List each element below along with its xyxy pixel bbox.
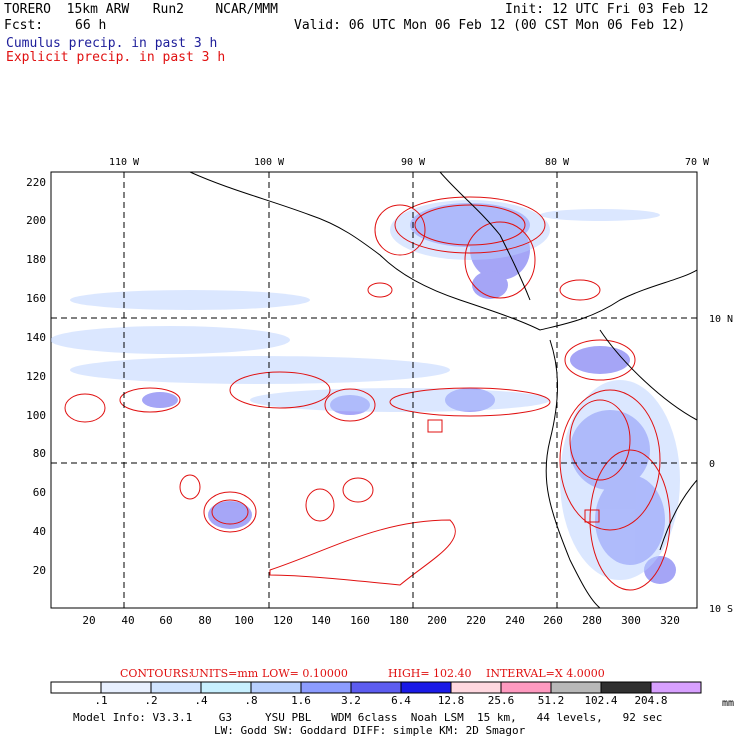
colorbar-tick-label: .4 [194, 694, 208, 707]
model-info-line: Model Info: V3.3.1 G3 YSU PBL WDM 6class… [73, 711, 663, 724]
latlon-grid [51, 172, 697, 608]
lat-label: 10 N [709, 314, 733, 325]
explicit-legend-label: Explicit precip. in past 3 h [6, 50, 226, 65]
contours-units: UNITS=mm [190, 667, 259, 680]
colorbar-tick-label: 1.6 [291, 694, 311, 707]
model-physics-line: LW: Godd SW: Goddard DIFF: simple KM: 2D… [214, 724, 526, 737]
model-title: TORERO 15km ARW Run2 NCAR/MMM [4, 2, 278, 17]
colorbar [50, 681, 702, 694]
contours-low: LOW= 0.10000 [262, 667, 348, 680]
contours-label: CONTOURS: [120, 667, 192, 680]
colorbar-tick-label: 51.2 [537, 694, 565, 707]
right-latitude-labels: 10 N 0 10 S [709, 314, 733, 615]
top-longitude-labels: 110 W 100 W 90 W 80 W 70 W [109, 157, 710, 168]
lon-label: 100 W [254, 157, 285, 168]
x-tick: 140 [311, 614, 331, 627]
colorbar-swatch [300, 681, 352, 694]
x-tick: 80 [198, 614, 211, 627]
y-tick: 100 [26, 409, 46, 422]
colorbar-swatch [200, 681, 252, 694]
y-tick: 180 [26, 253, 46, 266]
forecast-hour: 66 h [75, 18, 107, 33]
y-tick: 120 [26, 370, 46, 383]
x-tick: 100 [234, 614, 254, 627]
colorbar-swatch [600, 681, 652, 694]
coastlines [189, 172, 697, 608]
x-tick: 40 [121, 614, 134, 627]
x-tick: 220 [466, 614, 486, 627]
y-tick: 140 [26, 331, 46, 344]
colorbar-units: mm [722, 698, 734, 709]
x-tick: 280 [582, 614, 602, 627]
y-tick: 160 [26, 292, 46, 305]
colorbar-tick-label: .1 [94, 694, 108, 707]
colorbar-tick-label: .2 [144, 694, 158, 707]
valid-time: Valid: 06 UTC Mon 06 Feb 12 (00 CST Mon … [294, 18, 686, 33]
colorbar-swatch [250, 681, 302, 694]
y-tick: 80 [33, 447, 46, 460]
colorbar-swatch [350, 681, 402, 694]
colorbar-tick-label: 6.4 [391, 694, 411, 707]
x-tick: 180 [389, 614, 409, 627]
x-tick: 60 [159, 614, 172, 627]
colorbar-swatch [50, 681, 102, 694]
x-tick: 120 [273, 614, 293, 627]
y-tick: 60 [33, 486, 46, 499]
colorbar-swatch [650, 681, 702, 694]
contours-high: HIGH= 102.40 [388, 667, 472, 680]
contours-interval: INTERVAL=X 4.0000 [486, 667, 605, 680]
y-tick: 40 [33, 525, 46, 538]
bottom-x-ticks: 20 40 60 80 100 120 140 160 180 200 220 … [82, 614, 680, 627]
init-time: Init: 12 UTC Fri 03 Feb 12 [505, 2, 709, 17]
colorbar-swatch [550, 681, 602, 694]
colorbar-swatch [100, 681, 152, 694]
forecast-label: Fcst: [4, 18, 44, 33]
lon-label: 80 W [545, 157, 570, 168]
colorbar-tick-label: .8 [244, 694, 258, 707]
lat-label: 10 S [709, 604, 733, 615]
colorbar-tick-label: 102.4 [584, 694, 618, 707]
x-tick: 260 [543, 614, 563, 627]
colorbar-tick-label: 204.8 [634, 694, 668, 707]
lon-label: 70 W [685, 157, 710, 168]
colorbar-tick-label: 12.8 [437, 694, 465, 707]
x-tick: 320 [660, 614, 680, 627]
explicit-precip-contours [64, 196, 671, 591]
x-tick: 20 [82, 614, 95, 627]
lat-label: 0 [709, 459, 715, 470]
left-y-ticks: 220 200 180 160 140 120 100 80 60 40 20 [26, 176, 46, 577]
lon-label: 110 W [109, 157, 140, 168]
cumulus-legend-label: Cumulus precip. in past 3 h [6, 36, 218, 51]
colorbar-tick-label: 25.6 [487, 694, 515, 707]
y-tick: 200 [26, 214, 46, 227]
x-tick: 160 [350, 614, 370, 627]
colorbar-swatch [500, 681, 552, 694]
colorbar-swatch [150, 681, 202, 694]
lon-label: 90 W [401, 157, 426, 168]
x-tick: 300 [621, 614, 641, 627]
colorbar-swatch [400, 681, 452, 694]
x-tick: 240 [505, 614, 525, 627]
contour-info: CONTOURS: UNITS=mm LOW= 0.10000 HIGH= 10… [120, 667, 605, 680]
y-tick: 220 [26, 176, 46, 189]
colorbar-tick-label: 3.2 [341, 694, 361, 707]
x-tick: 200 [427, 614, 447, 627]
colorbar-swatch [450, 681, 502, 694]
y-tick: 20 [33, 564, 46, 577]
